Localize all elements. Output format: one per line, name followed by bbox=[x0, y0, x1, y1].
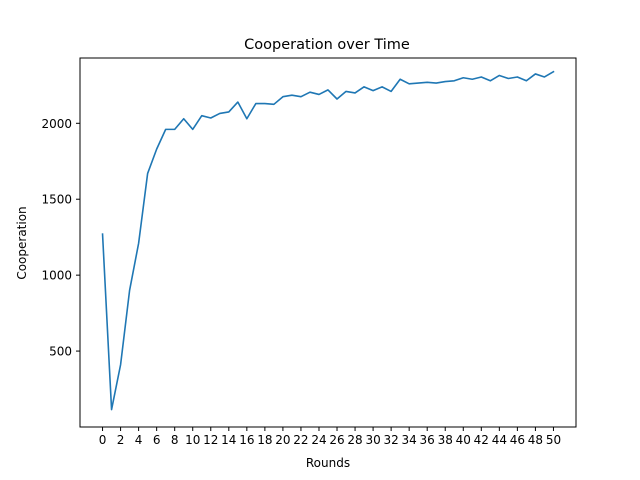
y-tick-label: 2000 bbox=[41, 117, 72, 131]
x-tick-label: 20 bbox=[275, 433, 290, 447]
y-tick-label: 500 bbox=[49, 345, 72, 359]
y-tick-label: 1000 bbox=[41, 269, 72, 283]
y-axis-label: Cooperation bbox=[15, 206, 29, 279]
x-tick-label: 36 bbox=[420, 433, 435, 447]
x-axis-label: Rounds bbox=[306, 456, 350, 470]
x-tick-label: 6 bbox=[153, 433, 161, 447]
x-tick-label: 28 bbox=[347, 433, 362, 447]
x-tick-label: 16 bbox=[239, 433, 254, 447]
x-tick-label: 46 bbox=[510, 433, 525, 447]
x-tick-label: 4 bbox=[135, 433, 143, 447]
x-tick-label: 32 bbox=[383, 433, 398, 447]
x-tick-label: 12 bbox=[203, 433, 218, 447]
x-tick-label: 30 bbox=[365, 433, 380, 447]
axes-frame bbox=[79, 57, 577, 428]
x-tick-label: 42 bbox=[474, 433, 489, 447]
y-tick-label: 1500 bbox=[41, 193, 72, 207]
x-tick-label: 26 bbox=[329, 433, 344, 447]
chart-title: Cooperation over Time bbox=[244, 37, 410, 53]
x-tick-label: 48 bbox=[528, 433, 543, 447]
x-tick-label: 34 bbox=[402, 433, 417, 447]
x-tick-label: 10 bbox=[185, 433, 200, 447]
x-tick-label: 40 bbox=[456, 433, 471, 447]
x-tick-label: 38 bbox=[438, 433, 453, 447]
series-line bbox=[101, 70, 555, 411]
x-tick-label: 18 bbox=[257, 433, 272, 447]
x-tick-label: 24 bbox=[311, 433, 326, 447]
x-tick-label: 0 bbox=[99, 433, 107, 447]
x-tick-label: 50 bbox=[546, 433, 561, 447]
x-tick-label: 8 bbox=[171, 433, 179, 447]
x-tick-label: 14 bbox=[221, 433, 236, 447]
x-tick-label: 2 bbox=[117, 433, 125, 447]
x-tick-label: 44 bbox=[492, 433, 507, 447]
x-tick-label: 22 bbox=[293, 433, 308, 447]
